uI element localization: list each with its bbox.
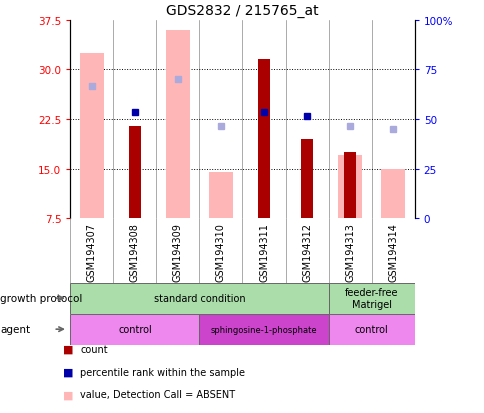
Bar [113, 21, 156, 219]
Title: GDS2832 / 215765_at: GDS2832 / 215765_at [166, 4, 318, 18]
Bar [80, 54, 104, 219]
Bar [337, 156, 361, 219]
Bar [209, 173, 232, 219]
Text: rank, Detection Call = ABSENT: rank, Detection Call = ABSENT [80, 412, 230, 413]
Text: feeder-free
Matrigel: feeder-free Matrigel [344, 287, 397, 309]
Bar [199, 21, 242, 219]
Bar [242, 21, 285, 219]
Text: ■: ■ [63, 344, 74, 354]
Text: ■: ■ [63, 367, 74, 377]
Text: control: control [118, 324, 151, 335]
Bar [129, 126, 141, 219]
Text: growth protocol: growth protocol [0, 293, 82, 304]
Text: sphingosine-1-phosphate: sphingosine-1-phosphate [210, 325, 317, 334]
Bar [380, 169, 404, 219]
Text: GSM194310: GSM194310 [215, 222, 226, 281]
Text: agent: agent [0, 324, 30, 335]
Text: standard condition: standard condition [153, 293, 245, 304]
Bar [328, 314, 414, 345]
Text: ■: ■ [63, 389, 74, 399]
Bar [343, 153, 355, 219]
Text: GSM194313: GSM194313 [345, 222, 354, 281]
Text: count: count [80, 344, 107, 354]
Bar [328, 21, 371, 219]
Text: value, Detection Call = ABSENT: value, Detection Call = ABSENT [80, 389, 235, 399]
Bar [199, 314, 328, 345]
Bar [301, 140, 313, 219]
Bar [285, 21, 328, 219]
Text: GSM194308: GSM194308 [130, 222, 139, 281]
Text: percentile rank within the sample: percentile rank within the sample [80, 367, 244, 377]
Bar [70, 21, 113, 219]
Text: control: control [354, 324, 388, 335]
Bar [70, 283, 328, 314]
Text: GSM194309: GSM194309 [173, 222, 182, 281]
Bar [328, 283, 414, 314]
Text: GSM194312: GSM194312 [302, 222, 311, 281]
Bar [70, 314, 199, 345]
Bar [156, 21, 199, 219]
Bar [166, 31, 189, 219]
Bar [257, 60, 270, 219]
Text: ■: ■ [63, 412, 74, 413]
Text: GSM194314: GSM194314 [387, 222, 397, 281]
Text: GSM194311: GSM194311 [258, 222, 269, 281]
Bar [371, 21, 414, 219]
Text: GSM194307: GSM194307 [87, 222, 97, 281]
